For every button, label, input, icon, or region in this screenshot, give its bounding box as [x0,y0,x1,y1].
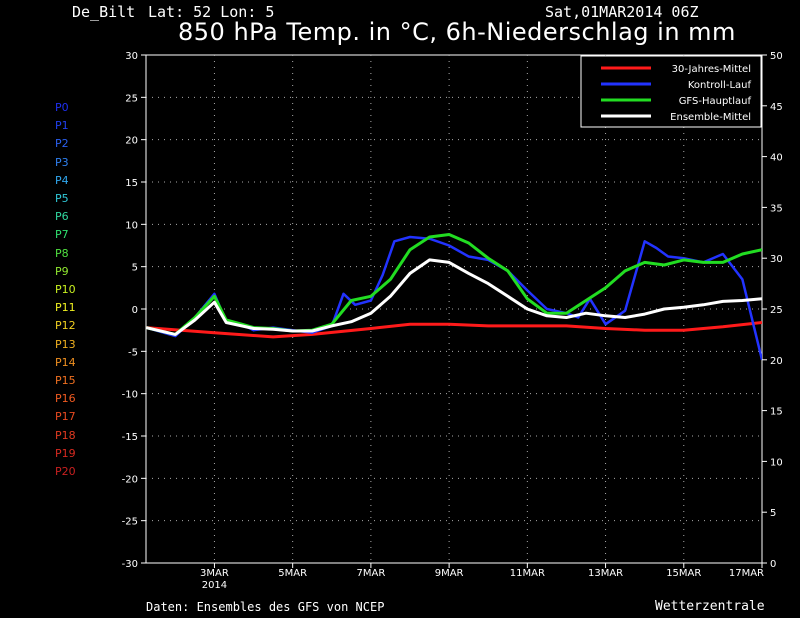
legend-label: 30-Jahres-Mittel [672,64,751,75]
member-label: P18 [55,428,76,442]
y-left-tick-label: 10 [125,220,138,231]
y-right-tick-label: 30 [770,254,783,265]
y-left-tick-label: 5 [132,263,138,274]
x-tick-label: 5MAR [278,568,307,579]
x-tick-label: 7MAR [356,568,385,579]
x-tick-label: 15MAR [666,568,701,579]
member-label: P15 [55,374,76,387]
y-left-tick-label: -5 [128,347,138,358]
legend-label: Kontroll-Lauf [688,80,752,91]
y-left-tick-label: -15 [122,432,138,443]
y-left-tick-label: 20 [125,136,138,147]
chart-title: 850 hPa Temp. in °C, 6h-Niederschlag in … [178,18,736,46]
member-label: P19 [55,446,76,460]
member-label: P2 [55,137,69,151]
y-right-tick-label: 45 [770,102,783,113]
x-tick-label: 9MAR [435,568,464,579]
x-tick-label: 17MAR [729,568,764,579]
station-label: De_Bilt [72,3,136,21]
x-tick-year: 2014 [202,580,227,591]
x-tick-label: 11MAR [510,568,545,579]
x-tick-label: 3MAR [200,568,229,579]
y-left-tick-label: -20 [122,474,138,485]
x-tick-label: 13MAR [588,568,623,579]
series-line [146,321,762,339]
member-label: P17 [55,410,76,424]
member-label: P5 [55,192,69,205]
member-label: P12 [55,319,76,333]
y-left-tick-label: -10 [122,390,138,401]
member-label: P9 [55,264,69,278]
member-label: P7 [55,228,69,242]
y-left-tick-label: 15 [125,178,138,189]
legend-label: Ensemble-Mittel [670,112,751,123]
member-label: P3 [55,155,69,169]
y-right-tick-label: 15 [770,407,783,418]
y-right-tick-label: 20 [770,356,783,367]
member-label: P14 [55,355,76,369]
member-label: P10 [55,283,76,296]
y-left-tick-label: 0 [132,305,138,316]
y-right-tick-label: 40 [770,153,783,164]
member-label: P1 [55,119,69,133]
member-label: P8 [55,246,69,260]
y-left-tick-label: -30 [122,559,138,570]
series-line [146,235,762,361]
member-label: P13 [55,337,76,351]
y-left-tick-label: 30 [125,51,138,62]
y-right-tick-label: 25 [770,305,783,316]
run-label: Sat,01MAR2014 06Z [545,3,699,21]
y-right-tick-label: 0 [770,559,776,570]
coords-label: Lat: 52 Lon: 5 [148,3,275,21]
legend-label: GFS-Hauptlauf [679,96,752,107]
member-label: P6 [55,210,69,224]
member-label: P20 [55,465,76,478]
y-left-tick-label: -25 [122,517,138,528]
member-label: P4 [55,173,69,187]
brand-label: Wetterzentrale [655,599,765,614]
series-line [146,258,762,336]
y-left-tick-label: 25 [125,93,138,104]
member-label: P16 [55,392,76,406]
member-label: P11 [55,301,76,315]
y-right-tick-label: 5 [770,508,776,519]
series-group [146,233,762,361]
y-right-tick-label: 35 [770,203,783,214]
member-label: P0 [55,101,69,114]
y-right-tick-label: 50 [770,51,783,62]
y-right-tick-label: 10 [770,457,783,468]
source-label: Daten: Ensembles des GFS von NCEP [146,600,385,614]
